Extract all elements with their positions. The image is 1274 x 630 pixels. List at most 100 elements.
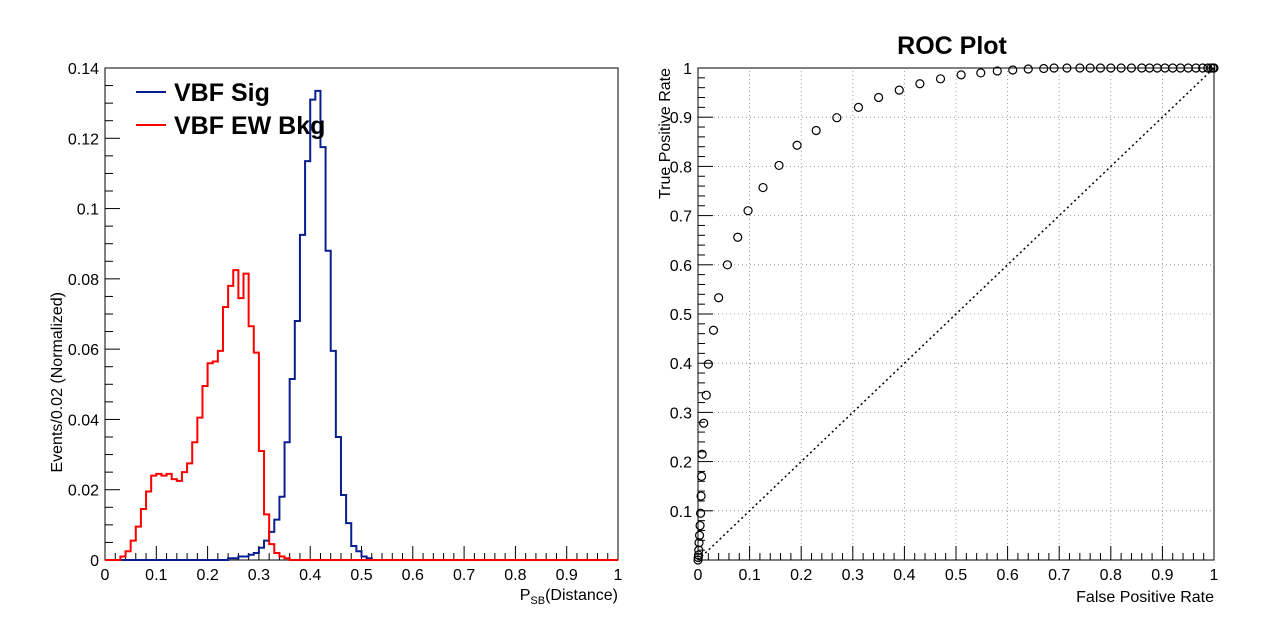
roc-point xyxy=(1209,63,1219,73)
roc-point xyxy=(935,74,946,84)
roc-point xyxy=(733,232,743,242)
roc-point xyxy=(1095,63,1106,73)
y-tick-label: 0.6 xyxy=(670,258,692,275)
y-tick-label: 0 xyxy=(90,553,99,570)
roc-point xyxy=(1116,63,1126,73)
roc-point xyxy=(697,449,707,459)
x-tick-label: 0.6 xyxy=(996,567,1018,584)
histogram-line-vbf-sig xyxy=(105,89,618,561)
roc-point xyxy=(1008,65,1018,75)
histogram-line-vbf-ew-bkg xyxy=(105,269,618,561)
roc-point xyxy=(853,102,864,112)
roc-point xyxy=(1023,64,1033,74)
histogram-plot-frame xyxy=(104,67,619,561)
roc-point xyxy=(701,390,711,400)
roc-point xyxy=(695,508,706,518)
roc-point xyxy=(758,182,768,193)
x-tick-label: 0 xyxy=(694,567,703,584)
y-tick-label: 0.1 xyxy=(670,504,692,521)
roc-point xyxy=(792,140,802,150)
x-tick-label: 0.7 xyxy=(1048,567,1070,584)
x-tick-label: 1 xyxy=(614,567,623,584)
roc-point xyxy=(1106,63,1116,73)
y-tick-label: 0.7 xyxy=(670,209,692,226)
legend-label-vbf-sig: VBF Sig xyxy=(174,79,270,107)
roc-point xyxy=(693,550,704,560)
roc-diagonal-line xyxy=(697,67,1215,561)
roc-point xyxy=(873,92,884,103)
x-tick-label: 0.1 xyxy=(145,567,167,584)
x-tick-label: 0.8 xyxy=(504,567,526,584)
x-tick-label: 0.9 xyxy=(1151,567,1173,584)
roc-point xyxy=(1203,63,1213,73)
legend-label-vbf-ew-bkg: VBF EW Bkg xyxy=(174,112,325,140)
roc-point xyxy=(915,79,925,89)
x-tick-label: 0.8 xyxy=(1100,567,1122,584)
y-tick-label: 0.08 xyxy=(68,272,99,289)
roc-point xyxy=(694,530,705,541)
roc-point xyxy=(697,471,707,481)
roc-point xyxy=(956,70,966,80)
x-tick-label: 0.2 xyxy=(196,567,218,584)
roc-chart-title: ROC Plot xyxy=(897,32,1007,60)
x-tick-label: 0.2 xyxy=(790,567,812,584)
roc-point xyxy=(1126,63,1137,73)
roc-point xyxy=(1062,63,1072,73)
y-tick-label: 0.5 xyxy=(670,307,692,324)
histogram-legend: VBF Sig VBF EW Bkg xyxy=(136,79,325,140)
roc-point xyxy=(1049,63,1059,73)
roc-point xyxy=(699,418,709,428)
x-tick-label: 0.3 xyxy=(842,567,864,584)
y-tick-label: 0.12 xyxy=(68,131,99,148)
roc-point xyxy=(1039,63,1049,74)
roc-points xyxy=(693,63,1219,565)
x-tick-label: 0.4 xyxy=(893,567,915,584)
roc-point xyxy=(708,325,719,335)
x-tick-label: 0.5 xyxy=(350,567,372,584)
y-tick-label: 1 xyxy=(683,61,692,78)
roc-point xyxy=(722,260,733,270)
y-tick-label: 0.02 xyxy=(68,483,99,500)
x-tick-label: 0 xyxy=(101,567,110,584)
roc-x-axis-label: False Positive Rate xyxy=(1076,589,1214,606)
x-tick-label: 0.6 xyxy=(402,567,424,584)
roc-point xyxy=(976,68,986,78)
histogram-chart: 0 0.1 0.2 0.3 0.4 0.5 0.6 0.7 0.8 0.9 1 0 0.02 0.04 0.… xyxy=(49,61,623,607)
y-tick-label: 0.1 xyxy=(77,202,99,219)
roc-axis-ticks: 0 0.1 0.2 0.3 0.4 0.5 0.6 0.7 0.8 0.9 1 0.1 0.2 0.3 0.… xyxy=(670,61,1219,584)
roc-point xyxy=(811,125,821,136)
roc-y-axis-label: True Positive Rate xyxy=(657,68,674,199)
y-tick-label: 0.06 xyxy=(68,342,99,359)
x-tick-label: 0.1 xyxy=(738,567,760,584)
y-tick-label: 0.8 xyxy=(670,159,692,176)
y-tick-label: 0.3 xyxy=(670,405,692,422)
x-tick-label: 0.3 xyxy=(248,567,270,584)
roc-point xyxy=(696,491,706,501)
y-tick-label: 0.04 xyxy=(68,412,99,429)
histogram-series xyxy=(105,89,618,561)
x-tick-label: 0.5 xyxy=(945,567,967,584)
roc-point xyxy=(832,113,842,123)
y-tick-label: 0.14 xyxy=(68,61,99,78)
y-tick-label: 0.9 xyxy=(670,110,692,127)
x-tick-label: 0.7 xyxy=(453,567,475,584)
roc-point xyxy=(743,206,753,216)
roc-point xyxy=(694,545,704,555)
roc-point xyxy=(894,85,904,95)
roc-point xyxy=(714,293,724,303)
x-tick-label: 1 xyxy=(1210,567,1219,584)
histogram-x-axis-label: PSB(Distance) xyxy=(520,587,618,607)
y-tick-label: 0.2 xyxy=(670,455,692,472)
roc-point xyxy=(703,359,713,369)
roc-point xyxy=(774,160,784,171)
roc-chart: ROC Plot 0 0.1 0.2 0.3 0.4 0.5 0.6 0.7 0.8 0.9 1 0.… xyxy=(657,32,1219,606)
roc-point xyxy=(1085,63,1095,73)
histogram-y-axis-label: Events/0.02 (Normalized) xyxy=(49,292,66,473)
histogram-axis-ticks: 0 0.1 0.2 0.3 0.4 0.5 0.6 0.7 0.8 0.9 1 0 0.02 0.04 0.… xyxy=(68,61,623,584)
roc-point xyxy=(992,66,1002,76)
roc-point xyxy=(1075,63,1085,73)
roc-point xyxy=(695,520,705,531)
roc-point xyxy=(1191,63,1201,73)
y-tick-label: 0.4 xyxy=(670,356,692,373)
x-tick-label: 0.4 xyxy=(299,567,321,584)
